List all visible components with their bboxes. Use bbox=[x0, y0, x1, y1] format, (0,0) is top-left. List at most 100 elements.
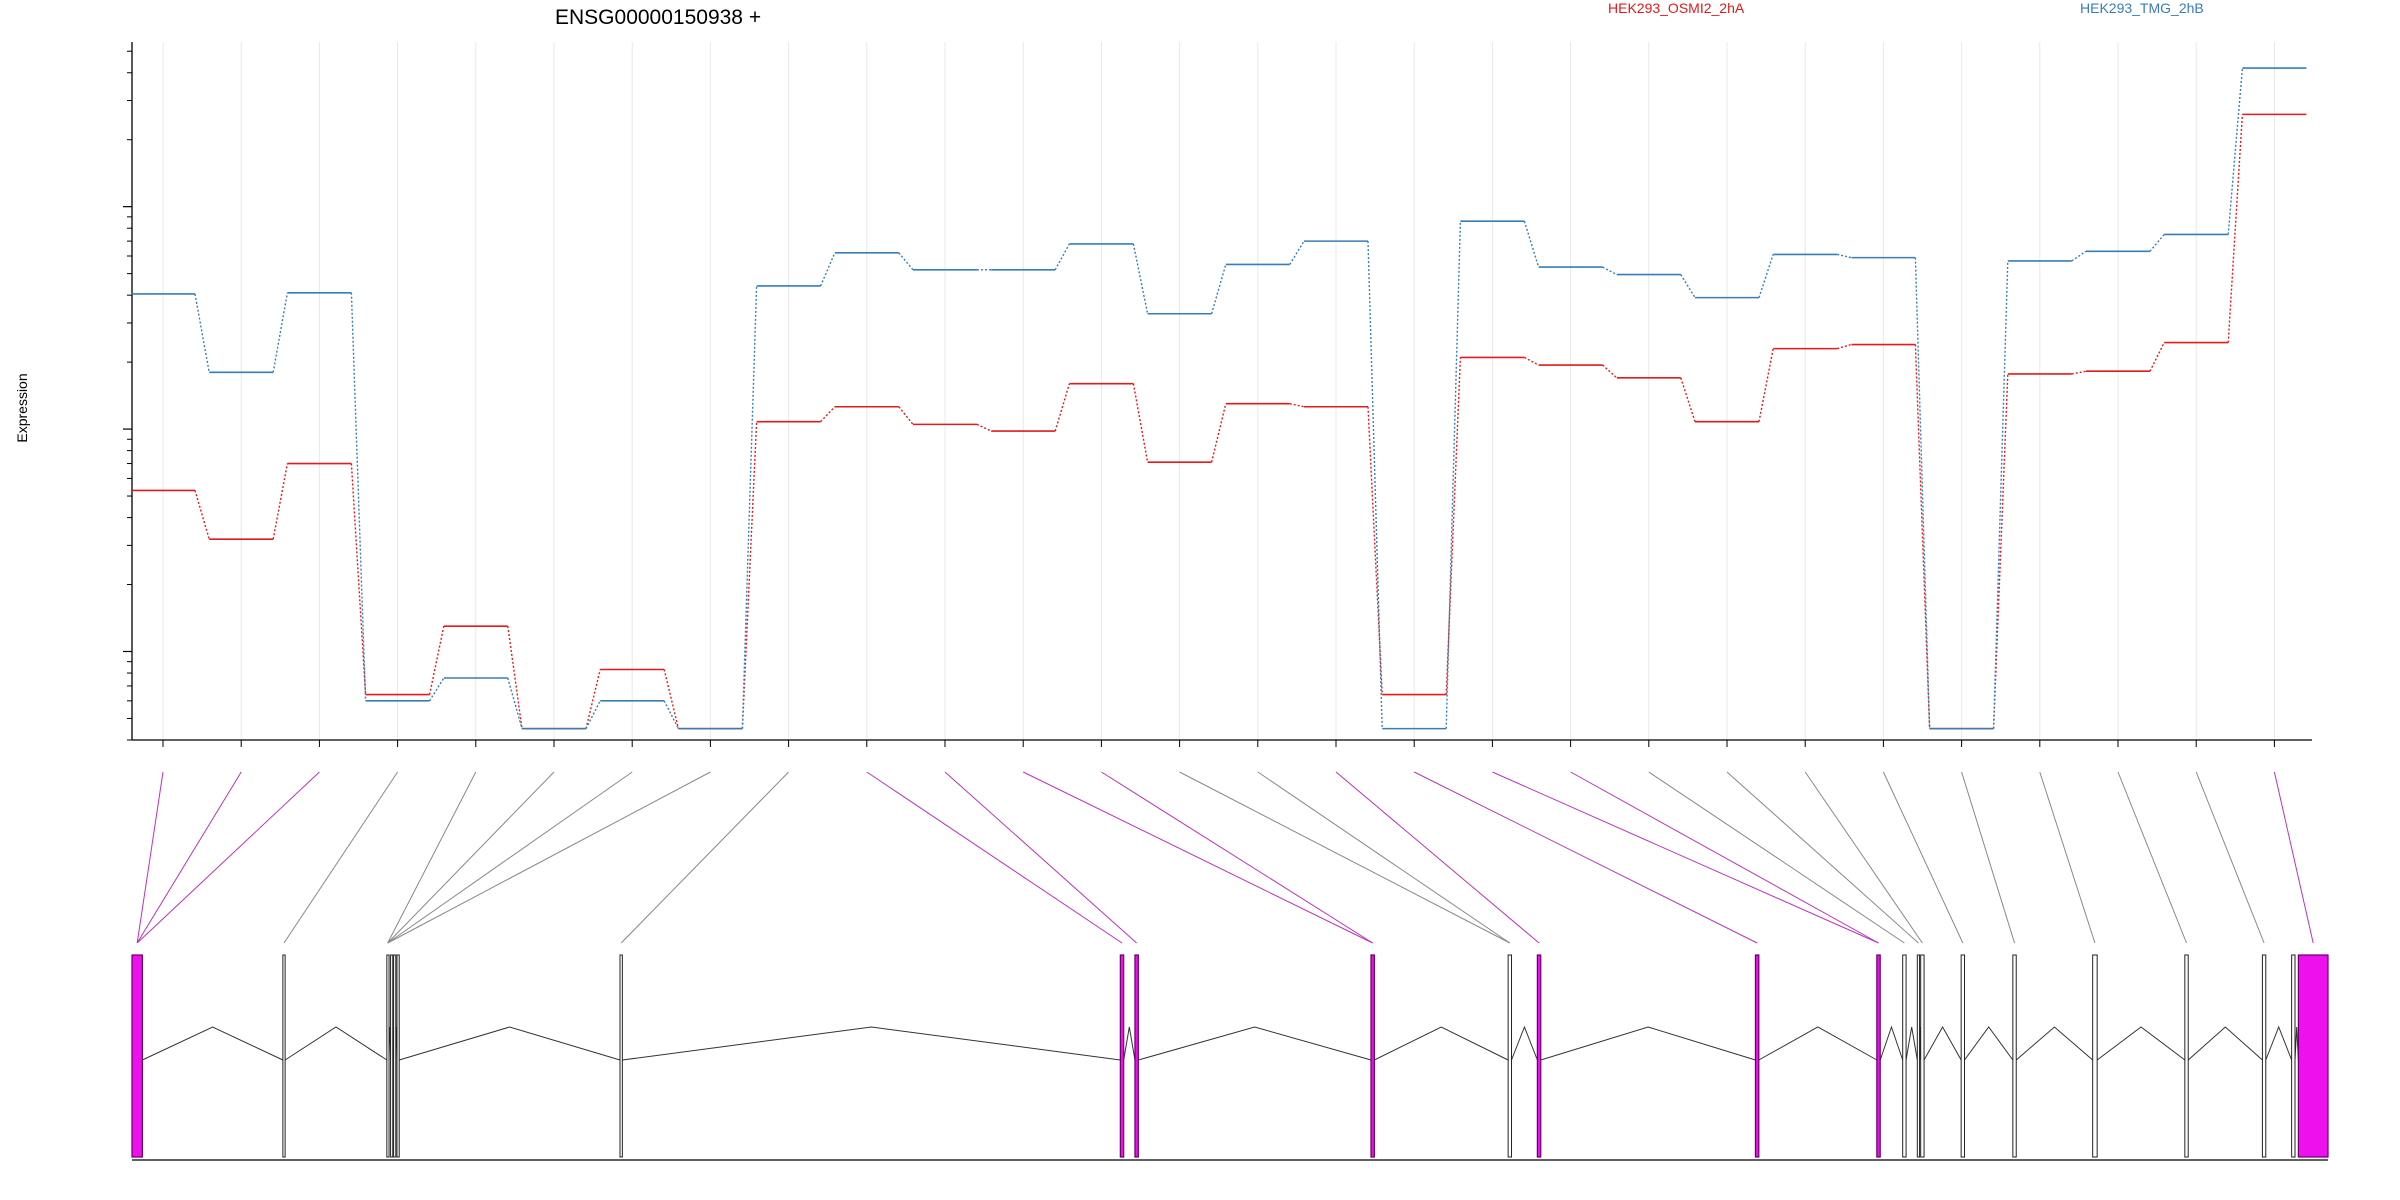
transition-segment bbox=[2071, 250, 2087, 262]
transition-segment bbox=[1992, 260, 2009, 729]
connector-e012 bbox=[1022, 771, 1373, 944]
transition-segment bbox=[1758, 254, 1774, 298]
transition-segment bbox=[194, 293, 210, 373]
exon-box-12 bbox=[1536, 954, 1542, 1158]
transition-segment bbox=[1054, 243, 1071, 271]
intron-chevron bbox=[1879, 1025, 1904, 1061]
connector-e001 bbox=[136, 771, 164, 944]
transition-segment bbox=[1837, 253, 1852, 259]
connector-e009 bbox=[620, 771, 789, 944]
intron-chevron bbox=[1138, 1026, 1372, 1061]
transition-segment bbox=[2227, 67, 2244, 235]
transition-segment bbox=[194, 490, 210, 540]
transition-segment bbox=[1132, 383, 1149, 463]
exon-box-20 bbox=[2092, 954, 2098, 1158]
exon-box-18 bbox=[1960, 954, 1966, 1158]
transition-segment bbox=[1914, 344, 1931, 729]
exon-box-14 bbox=[1876, 954, 1881, 1158]
connector-e027 bbox=[2195, 771, 2265, 944]
exon-box-24 bbox=[2297, 954, 2329, 1158]
exon-box-7 bbox=[619, 954, 623, 1158]
transition-segment bbox=[2227, 114, 2244, 343]
transition-segment bbox=[820, 406, 836, 423]
exon-box-22 bbox=[2261, 954, 2267, 1158]
connector-e025 bbox=[2039, 771, 2096, 944]
intron-chevron bbox=[1923, 1025, 1962, 1061]
transition-segment bbox=[1210, 403, 1227, 463]
exon-box-6 bbox=[396, 954, 400, 1158]
transition-segment bbox=[2071, 370, 2087, 375]
intron-chevron bbox=[1374, 1026, 1509, 1061]
exon-box-13 bbox=[1754, 954, 1760, 1158]
transition-segment bbox=[1445, 221, 1462, 729]
transition-segment bbox=[1445, 357, 1462, 695]
exon-box-2 bbox=[282, 954, 286, 1158]
transition-segment bbox=[2149, 342, 2165, 372]
series-hek293_osmi2_2ha bbox=[131, 113, 2307, 730]
exon-connectors bbox=[136, 771, 2314, 944]
transition-segment bbox=[1524, 356, 1539, 366]
transition-segment bbox=[1680, 377, 1696, 422]
exon-box-19 bbox=[2012, 954, 2017, 1158]
transition-segment bbox=[2149, 234, 2165, 252]
series-lines bbox=[131, 67, 2307, 730]
connector-e006 bbox=[387, 771, 555, 944]
connector-e023 bbox=[1882, 771, 1964, 944]
intron-chevron bbox=[1511, 1025, 1538, 1061]
exon-box-3 bbox=[386, 954, 390, 1158]
transition-segment bbox=[1289, 403, 1305, 408]
series-hek293_tmg_2hb bbox=[131, 67, 2307, 730]
connector-e018 bbox=[1492, 771, 1879, 944]
transition-segment bbox=[585, 700, 601, 729]
connector-e002 bbox=[136, 771, 242, 944]
exon-box-4 bbox=[390, 954, 394, 1158]
exon-box-11 bbox=[1507, 954, 1513, 1158]
exon-box-9 bbox=[1134, 954, 1139, 1158]
vertical-grid bbox=[162, 42, 2275, 740]
transition-segment bbox=[1054, 383, 1071, 432]
legend-entry-osmi2: HEK293_OSMI2_2hA bbox=[1608, 0, 1745, 16]
transition-segment bbox=[1602, 266, 1618, 276]
transition-segment bbox=[663, 669, 680, 729]
intron-chevron bbox=[2187, 1026, 2263, 1061]
connector-e008 bbox=[387, 771, 711, 944]
transition-segment bbox=[819, 252, 836, 287]
intron-chevron bbox=[1758, 1026, 1878, 1061]
chart-title: ENSG00000150938 + bbox=[555, 6, 761, 29]
intron-chevron bbox=[2265, 1025, 2293, 1061]
transition-segment bbox=[585, 669, 601, 729]
connector-e020 bbox=[1648, 771, 1905, 944]
intron-chevron bbox=[622, 1026, 1121, 1061]
transition-segment bbox=[272, 463, 289, 540]
connector-e014 bbox=[1179, 771, 1511, 944]
intron-chevron bbox=[2096, 1026, 2186, 1061]
transition-segment bbox=[272, 292, 289, 373]
transition-segment bbox=[898, 252, 914, 271]
exon-box-21 bbox=[2184, 954, 2189, 1158]
connector-e021 bbox=[1726, 771, 1919, 944]
connector-e003 bbox=[136, 771, 320, 944]
exon-box-10 bbox=[1370, 954, 1375, 1158]
transition-segment bbox=[1132, 243, 1149, 314]
intron-chevron bbox=[284, 1026, 388, 1061]
connector-e017 bbox=[1413, 771, 1758, 944]
transition-segment bbox=[507, 677, 523, 729]
transition-segment bbox=[1210, 264, 1227, 314]
axes bbox=[123, 42, 2312, 747]
transition-segment bbox=[1289, 240, 1305, 265]
exon-box-16 bbox=[1916, 954, 1921, 1158]
transition-segment bbox=[429, 677, 445, 702]
exon-box-15 bbox=[1902, 954, 1907, 1158]
connector-e010 bbox=[866, 771, 1123, 944]
intron-chevron bbox=[2015, 1026, 2093, 1061]
transition-segment bbox=[1758, 348, 1774, 422]
exon-box-1 bbox=[131, 954, 143, 1158]
connector-e026 bbox=[2117, 771, 2187, 944]
intron-chevron bbox=[1540, 1026, 1756, 1061]
gene-track bbox=[131, 954, 2329, 1161]
intron-chevron bbox=[142, 1026, 284, 1061]
transition-segment bbox=[976, 423, 992, 432]
connector-e016 bbox=[1335, 771, 1540, 944]
transition-segment bbox=[1914, 257, 1931, 729]
